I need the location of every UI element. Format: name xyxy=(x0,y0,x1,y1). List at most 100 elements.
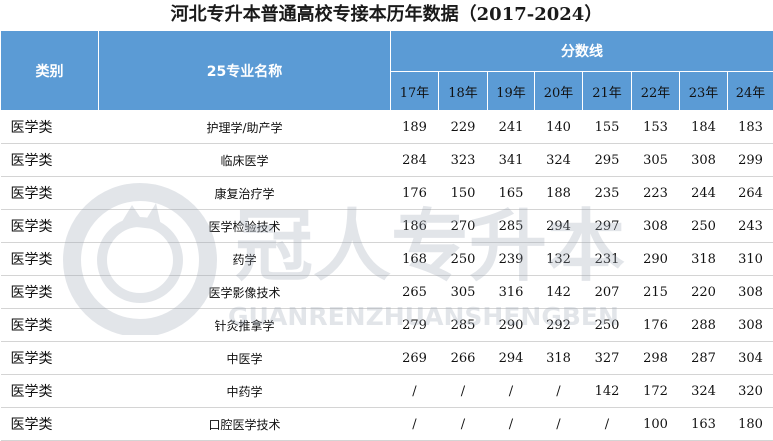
score-cell: 285 xyxy=(439,309,488,342)
score-cell: 294 xyxy=(488,342,535,375)
score-cell: 297 xyxy=(583,210,632,243)
score-cell: 231 xyxy=(583,243,632,276)
score-cell: / xyxy=(535,408,583,441)
category-cell: 医学类 xyxy=(1,309,99,342)
category-cell: 医学类 xyxy=(1,144,99,177)
score-cell: 288 xyxy=(680,309,728,342)
category-cell: 医学类 xyxy=(1,375,99,408)
year-header: 21年 xyxy=(583,72,632,111)
score-cell: 324 xyxy=(680,375,728,408)
score-cell: 298 xyxy=(632,342,680,375)
score-cell: 266 xyxy=(439,342,488,375)
score-cell: 308 xyxy=(680,144,728,177)
major-cell: 医学影像技术 xyxy=(99,276,391,309)
score-cell: 320 xyxy=(728,375,773,408)
major-cell: 康复治疗学 xyxy=(99,177,391,210)
score-cell: 327 xyxy=(583,342,632,375)
score-cell: 176 xyxy=(632,309,680,342)
score-cell: 270 xyxy=(439,210,488,243)
score-cell: 142 xyxy=(535,276,583,309)
major-header: 25专业名称 xyxy=(99,31,391,111)
score-cell: 142 xyxy=(583,375,632,408)
score-cell: 250 xyxy=(439,243,488,276)
score-cell: / xyxy=(439,408,488,441)
category-cell: 医学类 xyxy=(1,210,99,243)
score-cell: 316 xyxy=(488,276,535,309)
score-cell: 150 xyxy=(439,177,488,210)
score-cell: 244 xyxy=(680,177,728,210)
score-cell: 243 xyxy=(728,210,773,243)
score-cell: 215 xyxy=(632,276,680,309)
major-cell: 药学 xyxy=(99,243,391,276)
page-title: 河北专升本普通高校专接本历年数据（2017-2024） xyxy=(0,0,773,30)
category-cell: 医学类 xyxy=(1,408,99,441)
header-row-1: 类别 25专业名称 分数线 xyxy=(1,31,773,72)
score-cell: 265 xyxy=(391,276,439,309)
score-cell: 183 xyxy=(728,111,773,144)
category-cell: 医学类 xyxy=(1,111,99,144)
score-cell: 285 xyxy=(488,210,535,243)
score-cell: 235 xyxy=(583,177,632,210)
year-header: 19年 xyxy=(488,72,535,111)
score-cell: 284 xyxy=(391,144,439,177)
score-cell: 294 xyxy=(535,210,583,243)
score-cell: 308 xyxy=(728,309,773,342)
score-cell: 305 xyxy=(439,276,488,309)
score-cell: 295 xyxy=(583,144,632,177)
score-cell: 290 xyxy=(632,243,680,276)
score-cell: 155 xyxy=(583,111,632,144)
score-cell: / xyxy=(488,408,535,441)
score-cell: 153 xyxy=(632,111,680,144)
category-cell: 医学类 xyxy=(1,342,99,375)
score-cell: 207 xyxy=(583,276,632,309)
score-cell: 223 xyxy=(632,177,680,210)
score-cell: / xyxy=(535,375,583,408)
score-cell: 305 xyxy=(632,144,680,177)
score-cell: / xyxy=(439,375,488,408)
major-cell: 临床医学 xyxy=(99,144,391,177)
score-cell: 186 xyxy=(391,210,439,243)
major-cell: 护理学/助产学 xyxy=(99,111,391,144)
category-cell: 医学类 xyxy=(1,243,99,276)
score-cell: 189 xyxy=(391,111,439,144)
score-cell: / xyxy=(583,408,632,441)
score-cell: 184 xyxy=(680,111,728,144)
year-header: 24年 xyxy=(728,72,773,111)
major-cell: 医学检验技术 xyxy=(99,210,391,243)
score-cell: 132 xyxy=(535,243,583,276)
score-cell: 172 xyxy=(632,375,680,408)
score-cell: 165 xyxy=(488,177,535,210)
score-group-header: 分数线 xyxy=(391,31,773,72)
score-cell: 279 xyxy=(391,309,439,342)
score-cell: / xyxy=(488,375,535,408)
year-header: 17年 xyxy=(391,72,439,111)
scores-table: 类别 25专业名称 分数线 17年 18年 19年 20年 21年 22年 23… xyxy=(0,30,773,441)
year-header: 18年 xyxy=(439,72,488,111)
score-cell: 188 xyxy=(535,177,583,210)
year-header: 22年 xyxy=(632,72,680,111)
major-cell: 中药学 xyxy=(99,375,391,408)
score-cell: 220 xyxy=(680,276,728,309)
year-header: 20年 xyxy=(535,72,583,111)
score-cell: 269 xyxy=(391,342,439,375)
score-cell: 341 xyxy=(488,144,535,177)
score-cell: 308 xyxy=(632,210,680,243)
category-cell: 医学类 xyxy=(1,177,99,210)
score-cell: 140 xyxy=(535,111,583,144)
score-cell: 229 xyxy=(439,111,488,144)
year-header: 23年 xyxy=(680,72,728,111)
score-cell: 308 xyxy=(728,276,773,309)
score-cell: 290 xyxy=(488,309,535,342)
category-header: 类别 xyxy=(1,31,99,111)
major-cell: 口腔医学技术 xyxy=(99,408,391,441)
score-cell: 239 xyxy=(488,243,535,276)
score-cell: 310 xyxy=(728,243,773,276)
category-cell: 医学类 xyxy=(1,276,99,309)
